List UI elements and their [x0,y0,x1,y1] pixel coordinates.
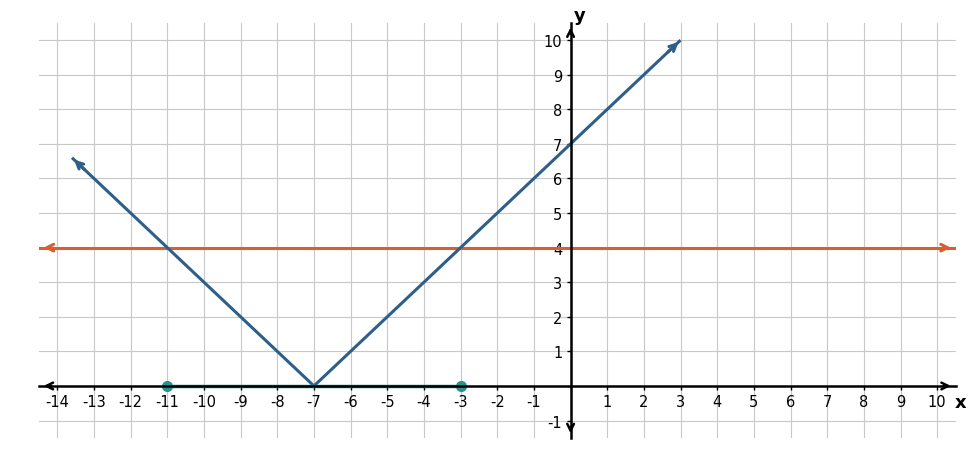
Text: y: y [574,7,586,24]
Text: x: x [955,393,966,411]
